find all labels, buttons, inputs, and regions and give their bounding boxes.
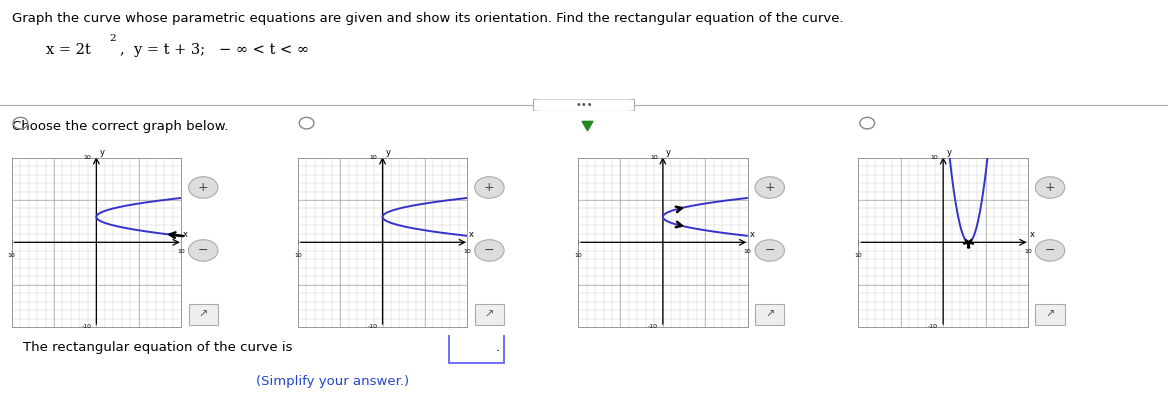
Text: -
10: - 10 <box>575 249 582 258</box>
Text: ,  y = t + 3;   − ∞ < t < ∞: , y = t + 3; − ∞ < t < ∞ <box>120 43 310 57</box>
FancyBboxPatch shape <box>474 304 505 325</box>
Text: y: y <box>385 148 391 157</box>
Text: y: y <box>946 148 952 157</box>
FancyBboxPatch shape <box>755 304 785 325</box>
Text: 10: 10 <box>1024 249 1031 254</box>
Text: +: + <box>764 181 776 194</box>
Text: ↗: ↗ <box>1045 310 1055 320</box>
Text: x = 2t: x = 2t <box>46 43 91 57</box>
Text: -10: -10 <box>648 325 658 329</box>
Text: −: − <box>765 244 774 257</box>
Text: -
10: - 10 <box>855 249 862 258</box>
Text: 10: 10 <box>84 155 91 160</box>
Text: ↗: ↗ <box>199 310 208 320</box>
Text: 10: 10 <box>744 249 751 254</box>
Text: ↗: ↗ <box>485 310 494 320</box>
Circle shape <box>755 240 785 261</box>
Text: -
10: - 10 <box>294 249 301 258</box>
Circle shape <box>1035 177 1065 198</box>
Text: x: x <box>182 230 188 239</box>
Text: 10: 10 <box>178 249 185 254</box>
Text: x: x <box>468 230 474 239</box>
Circle shape <box>1035 240 1065 261</box>
Circle shape <box>188 177 218 198</box>
Text: +: + <box>484 181 495 194</box>
Text: -10: -10 <box>929 325 938 329</box>
Text: −: − <box>485 244 494 257</box>
Text: y: y <box>99 148 105 157</box>
FancyBboxPatch shape <box>449 333 503 363</box>
Text: Graph the curve whose parametric equations are given and show its orientation. F: Graph the curve whose parametric equatio… <box>12 12 843 25</box>
FancyBboxPatch shape <box>188 304 218 325</box>
Text: x: x <box>749 230 755 239</box>
Text: (Simplify your answer.): (Simplify your answer.) <box>256 375 409 388</box>
Circle shape <box>474 240 505 261</box>
Text: -10: -10 <box>368 325 377 329</box>
Text: 10: 10 <box>370 155 377 160</box>
Text: 10: 10 <box>931 155 938 160</box>
Text: 10: 10 <box>651 155 658 160</box>
Text: Choose the correct graph below.: Choose the correct graph below. <box>12 120 228 132</box>
Circle shape <box>755 177 785 198</box>
Text: −: − <box>1045 244 1055 257</box>
Text: +: + <box>197 181 209 194</box>
Text: 2: 2 <box>109 33 116 43</box>
Text: .: . <box>496 340 500 353</box>
Text: x: x <box>1029 230 1035 239</box>
Text: +: + <box>1044 181 1056 194</box>
Text: •••: ••• <box>575 100 593 110</box>
Text: y: y <box>666 148 672 157</box>
Circle shape <box>474 177 505 198</box>
FancyBboxPatch shape <box>534 99 634 112</box>
FancyBboxPatch shape <box>1035 304 1065 325</box>
Circle shape <box>188 240 218 261</box>
Text: The rectangular equation of the curve is: The rectangular equation of the curve is <box>23 340 293 353</box>
Text: 10: 10 <box>464 249 471 254</box>
Text: -10: -10 <box>82 325 91 329</box>
Text: ↗: ↗ <box>765 310 774 320</box>
Text: −: − <box>199 244 208 257</box>
Text: -
10: - 10 <box>8 249 15 258</box>
